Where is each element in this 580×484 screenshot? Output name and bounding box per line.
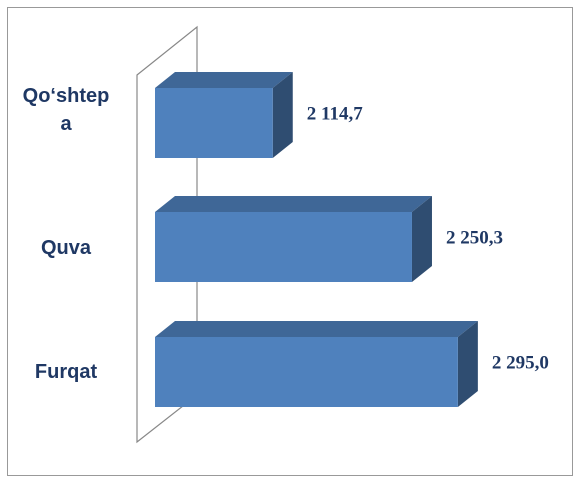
- bar-top: [155, 72, 293, 88]
- bar-front: [155, 212, 412, 282]
- bar-side: [411, 196, 432, 282]
- bar: [155, 321, 478, 407]
- bar-side: [272, 72, 293, 158]
- value-label: 2 295,0: [492, 352, 549, 373]
- value-label: 2 114,7: [307, 103, 363, 124]
- bar-side: [457, 321, 478, 407]
- bar-top: [155, 321, 478, 337]
- category-label: Quva: [40, 237, 92, 259]
- bar-top: [155, 196, 432, 212]
- value-label: 2 250,3: [446, 227, 503, 248]
- bar: [155, 196, 432, 282]
- bar-front: [155, 88, 273, 158]
- bar-front: [155, 337, 458, 407]
- bar: [155, 72, 293, 158]
- category-label: Furqat: [34, 361, 98, 383]
- category-label: Qo‘shtepa: [22, 85, 110, 135]
